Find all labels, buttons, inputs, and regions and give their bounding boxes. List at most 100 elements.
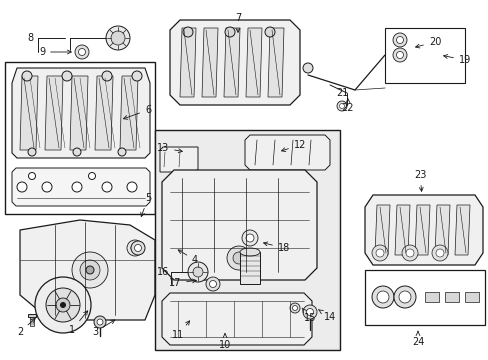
Circle shape [292,306,297,310]
Circle shape [132,71,142,81]
Circle shape [205,277,220,291]
Polygon shape [364,195,482,265]
Circle shape [35,277,91,333]
Circle shape [61,302,65,307]
Text: 19: 19 [443,55,470,65]
Circle shape [393,286,415,308]
Text: 11: 11 [171,321,189,340]
Circle shape [435,249,443,257]
Polygon shape [120,76,138,150]
Circle shape [118,148,126,156]
Circle shape [306,309,313,315]
Polygon shape [170,20,299,105]
Text: 15: 15 [302,308,316,323]
Circle shape [396,51,403,58]
Circle shape [303,63,312,73]
Circle shape [224,27,235,37]
Bar [384,28,464,83]
Bar [157,132,337,348]
Text: 14: 14 [318,310,335,322]
Text: 13: 13 [157,143,182,153]
Circle shape [72,252,108,288]
Polygon shape [20,76,38,150]
Polygon shape [160,147,198,172]
Ellipse shape [240,248,260,256]
Circle shape [80,260,100,280]
Circle shape [209,280,216,288]
Circle shape [28,172,36,180]
Polygon shape [180,28,196,97]
Polygon shape [30,317,34,326]
Circle shape [97,319,103,325]
Circle shape [193,267,203,277]
Circle shape [398,291,410,303]
Circle shape [86,266,94,274]
Text: 7: 7 [234,13,241,32]
Circle shape [102,182,112,192]
Text: 2: 2 [17,319,35,337]
Text: 21: 21 [335,88,347,98]
Bar [424,292,438,302]
Circle shape [131,244,139,252]
Circle shape [127,240,142,256]
Circle shape [131,241,145,255]
Text: 18: 18 [263,242,289,253]
Circle shape [17,182,27,192]
Circle shape [56,298,70,312]
Text: 22: 22 [341,99,353,113]
Text: 8: 8 [27,33,33,43]
Circle shape [127,182,137,192]
Circle shape [392,48,406,62]
Circle shape [42,182,52,192]
Circle shape [88,172,95,180]
Bar [444,292,458,302]
Bar [364,270,484,325]
Bar [464,292,478,302]
Polygon shape [28,314,36,317]
Circle shape [62,71,72,81]
Circle shape [371,245,387,261]
Circle shape [79,49,85,55]
Text: 24: 24 [411,331,423,347]
Text: 1: 1 [69,311,87,335]
Circle shape [303,305,316,319]
Text: 17: 17 [168,278,196,288]
Circle shape [94,316,106,328]
Text: 4: 4 [178,250,198,265]
Circle shape [46,288,80,322]
Bar [5,62,155,214]
Polygon shape [374,205,389,255]
Text: 6: 6 [123,105,151,119]
Circle shape [289,303,299,313]
Circle shape [375,249,383,257]
Polygon shape [12,68,150,158]
Circle shape [339,104,344,108]
Circle shape [183,27,193,37]
Polygon shape [434,205,449,255]
Circle shape [245,234,253,242]
Circle shape [405,249,413,257]
Bar [240,252,260,284]
Text: 10: 10 [219,334,231,350]
Circle shape [22,71,32,81]
Circle shape [371,286,393,308]
Polygon shape [162,170,316,280]
Circle shape [134,244,141,252]
Polygon shape [202,28,218,97]
Circle shape [111,31,125,45]
Circle shape [226,246,250,270]
Circle shape [73,148,81,156]
Circle shape [232,252,244,264]
Text: 3: 3 [92,320,115,337]
Circle shape [242,230,258,246]
Polygon shape [414,205,429,255]
Polygon shape [394,205,409,255]
Text: 12: 12 [281,140,305,152]
Polygon shape [12,168,150,206]
Polygon shape [45,76,63,150]
Bar [155,130,339,350]
Circle shape [376,291,388,303]
Text: 5: 5 [141,193,151,216]
Circle shape [28,148,36,156]
Circle shape [401,245,417,261]
